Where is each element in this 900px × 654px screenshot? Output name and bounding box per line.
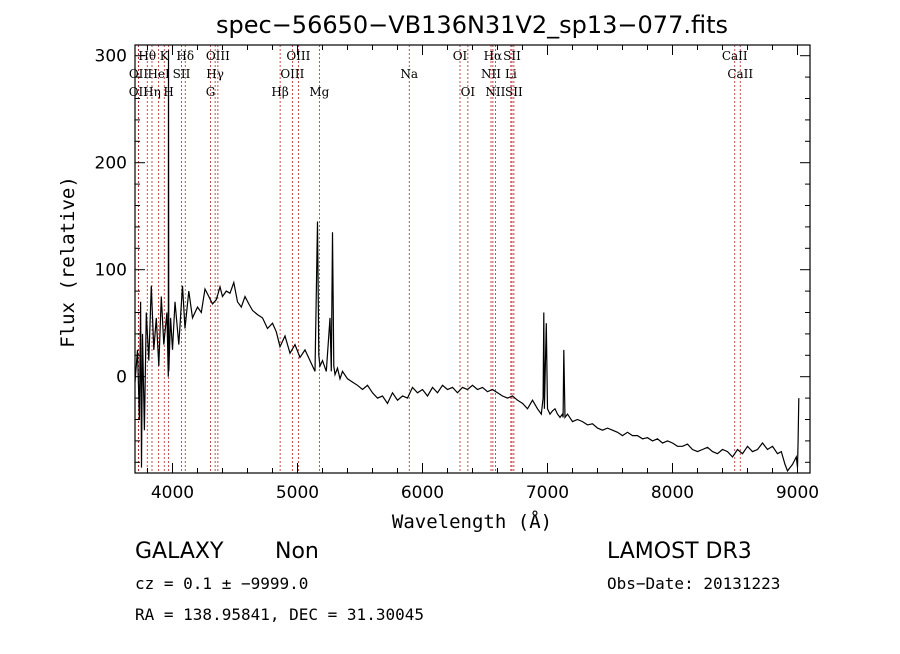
emission-line-label: OI (453, 49, 468, 63)
x-axis-label: Wavelength (Å) (392, 510, 552, 533)
emission-line-label: OIII (206, 49, 230, 63)
object-class: GALAXY (135, 539, 224, 564)
x-tick-label: 4000 (151, 483, 194, 503)
emission-line-label: Hδ (176, 49, 194, 63)
absorption-line-label: CaII (722, 49, 748, 63)
emission-line-label: Hθ (138, 49, 156, 63)
absorption-line-label: Li (505, 67, 517, 81)
y-tick-label: 100 (95, 261, 127, 281)
absorption-line-label: Na (400, 67, 418, 81)
chart-title: spec−56650−VB136N31V2_sp13−077.fits (216, 11, 728, 39)
observation-date: Obs−Date: 20131223 (607, 574, 780, 593)
y-axis-label: Flux (relative) (57, 176, 79, 348)
y-axis-ticks: 0 100 200 300 (95, 47, 810, 463)
x-tick-label: 6000 (401, 483, 444, 503)
y-tick-label: 200 (95, 154, 127, 174)
x-tick-label: 5000 (276, 483, 319, 503)
absorption-line-label: HeI (147, 67, 170, 81)
emission-line-label: OI (461, 85, 476, 99)
emission-line-label: Hα (484, 49, 503, 63)
y-tick-label: 300 (95, 47, 127, 67)
x-tick-label: 7000 (526, 483, 569, 503)
spectrum-line (134, 50, 800, 473)
absorption-line-label: CaII (727, 67, 753, 81)
emission-line-label: SII (505, 85, 523, 99)
spectral-line-markers (137, 45, 741, 473)
emission-line-label: Hη (143, 85, 161, 99)
x-tick-label: 8000 (651, 483, 694, 503)
absorption-line-label: OII (129, 85, 149, 99)
emission-line-label: OII (129, 67, 149, 81)
emission-line-label: Hβ (271, 85, 288, 99)
emission-line-label: NII (485, 85, 505, 99)
absorption-line-label: G (206, 85, 216, 99)
object-subclass: Non (275, 539, 319, 564)
absorption-line-label: Mg (309, 85, 329, 99)
y-tick-label: 0 (116, 368, 127, 388)
coordinates: RA = 138.95841, DEC = 31.30045 (135, 605, 424, 624)
emission-line-label: SII (503, 49, 521, 63)
emission-line-label: Hγ (206, 67, 224, 81)
emission-line-label: OIII (280, 67, 304, 81)
emission-line-label: OIII (286, 49, 310, 63)
survey-name: LAMOST DR3 (607, 539, 752, 564)
plot-frame (134, 44, 811, 474)
x-tick-label: 9000 (776, 483, 819, 503)
absorption-line-label: SII (173, 67, 191, 81)
emission-line-label: NII (481, 67, 501, 81)
x-axis-ticks: 4000 5000 6000 7000 8000 9000 (147, 45, 819, 503)
redshift-value: cz = 0.1 ± −9999.0 (135, 574, 308, 593)
emission-line-label: K (160, 49, 170, 63)
